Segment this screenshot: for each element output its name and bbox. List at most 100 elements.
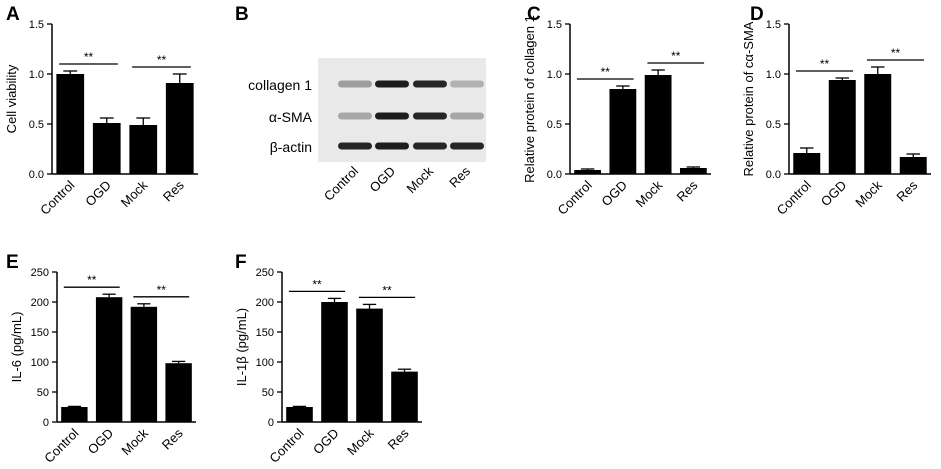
blot-band-r2-l1 (375, 142, 409, 150)
bar-chart-f: 0 50 100 150 200 250 IL-1β (pg/mL) Control OGD Mo… (234, 267, 422, 466)
category-label: Mock (852, 177, 885, 210)
blot-band-r1-l0 (338, 112, 372, 120)
bar (864, 74, 892, 174)
bar (56, 74, 85, 174)
bar (391, 371, 418, 422)
category-label: OGD (82, 178, 114, 210)
bar-chart-d: 0.0 0.5 1.0 1.5 Relative protein of cα-SMA Co… (741, 19, 931, 218)
y-tick-label: 1.0 (766, 69, 781, 81)
blot-lane-label: Res (446, 163, 473, 190)
y-tick-label: 200 (256, 297, 274, 309)
blot-lane-label: Mock (404, 163, 437, 196)
western-blot: collagen 1 α-SMA β-actin Control OGD Mock R… (248, 58, 486, 204)
category-label: Res (385, 425, 412, 452)
y-tick-label: 0.0 (29, 169, 44, 181)
blot-band-r2-l2 (413, 142, 447, 150)
y-tick-label: 250 (31, 267, 49, 279)
bar (609, 89, 637, 174)
bar (899, 157, 927, 174)
bar (793, 153, 821, 174)
y-tick-label: 0.0 (547, 169, 562, 181)
bar (828, 80, 856, 174)
category-label: Res (159, 425, 186, 452)
y-axis-label: Relative protein of cα-SMA (741, 21, 756, 176)
y-tick-label: 1.0 (547, 69, 562, 81)
significance-label: ** (312, 277, 322, 291)
y-tick-label: 1.0 (29, 69, 44, 81)
significance-label: ** (87, 273, 97, 287)
blot-band-r1-l1 (375, 112, 409, 120)
significance-label: ** (84, 50, 94, 64)
category-label: Control (554, 177, 594, 217)
bar-chart-c: 0.0 0.5 1.0 1.5 Relative protein of collagen… (522, 15, 711, 218)
bar (165, 83, 194, 174)
y-axis-label: Relative protein of collagen 1 (522, 15, 537, 183)
y-tick-label: 1.5 (547, 19, 562, 31)
category-label: OGD (598, 178, 630, 210)
category-label: Mock (118, 177, 151, 210)
panel-letter-c: C (527, 4, 541, 25)
category-label: OGD (85, 426, 117, 458)
bar (644, 75, 672, 174)
panel-letter-d: D (750, 4, 764, 25)
blot-label-asma: α-SMA (269, 109, 313, 125)
y-tick-label: 150 (31, 327, 49, 339)
y-tick-label: 1.5 (29, 19, 44, 31)
category-label: Control (41, 425, 81, 465)
y-tick-label: 0 (43, 417, 49, 429)
blot-band-r0-l2 (413, 80, 447, 88)
panel-letter-a: A (6, 4, 20, 25)
bar (130, 306, 158, 422)
blot-band-r0-l3 (450, 80, 484, 88)
significance-label: ** (157, 283, 167, 297)
panel-letter-f: F (235, 252, 247, 273)
y-tick-label: 200 (31, 297, 49, 309)
bar (95, 297, 123, 422)
bar (321, 302, 348, 422)
category-label: OGD (818, 178, 850, 210)
bar (61, 407, 88, 422)
panel-letter-e: E (6, 252, 19, 273)
blot-band-r2-l0 (338, 142, 372, 150)
bar-chart-e: 0 50 100 150 200 250 IL-6 (pg/mL) Control OGD Moc… (9, 267, 196, 466)
category-label: OGD (310, 426, 342, 458)
category-label: Res (674, 177, 701, 204)
blot-band-r0-l1 (375, 80, 409, 88)
significance-label: ** (671, 49, 681, 63)
y-tick-label: 0.5 (547, 119, 562, 131)
bar (92, 123, 121, 174)
blot-band-r0-l0 (338, 80, 372, 88)
y-tick-label: 0.5 (766, 119, 781, 131)
y-axis-label: Cell viability (4, 64, 19, 133)
category-label: Res (160, 177, 187, 204)
y-axis-label: IL-6 (pg/mL) (9, 312, 24, 383)
category-label: Mock (633, 177, 666, 210)
bar (129, 125, 158, 174)
blot-label-actin: β-actin (270, 139, 312, 155)
significance-label: ** (601, 65, 611, 79)
significance-label: ** (157, 53, 167, 67)
significance-label: ** (891, 46, 901, 60)
category-label: Control (37, 177, 77, 217)
y-tick-label: 0.5 (29, 119, 44, 131)
significance-label: ** (820, 57, 830, 71)
y-tick-label: 150 (256, 327, 274, 339)
y-tick-label: 50 (262, 387, 274, 399)
bar (286, 407, 313, 422)
panel-letter-b: B (235, 4, 249, 25)
y-tick-label: 50 (37, 387, 49, 399)
y-tick-label: 250 (256, 267, 274, 279)
blot-lane-label: Control (321, 163, 361, 203)
blot-lane-label: OGD (367, 164, 399, 196)
category-label: Mock (118, 425, 151, 458)
blot-band-r1-l3 (450, 112, 484, 120)
y-tick-label: 100 (256, 357, 274, 369)
y-tick-label: 0.0 (766, 169, 781, 181)
y-tick-label: 100 (31, 357, 49, 369)
significance-label: ** (382, 283, 392, 297)
bar (679, 168, 707, 174)
blot-band-r1-l2 (413, 112, 447, 120)
blot-label-collagen: collagen 1 (248, 77, 312, 93)
y-tick-label: 1.5 (766, 19, 781, 31)
